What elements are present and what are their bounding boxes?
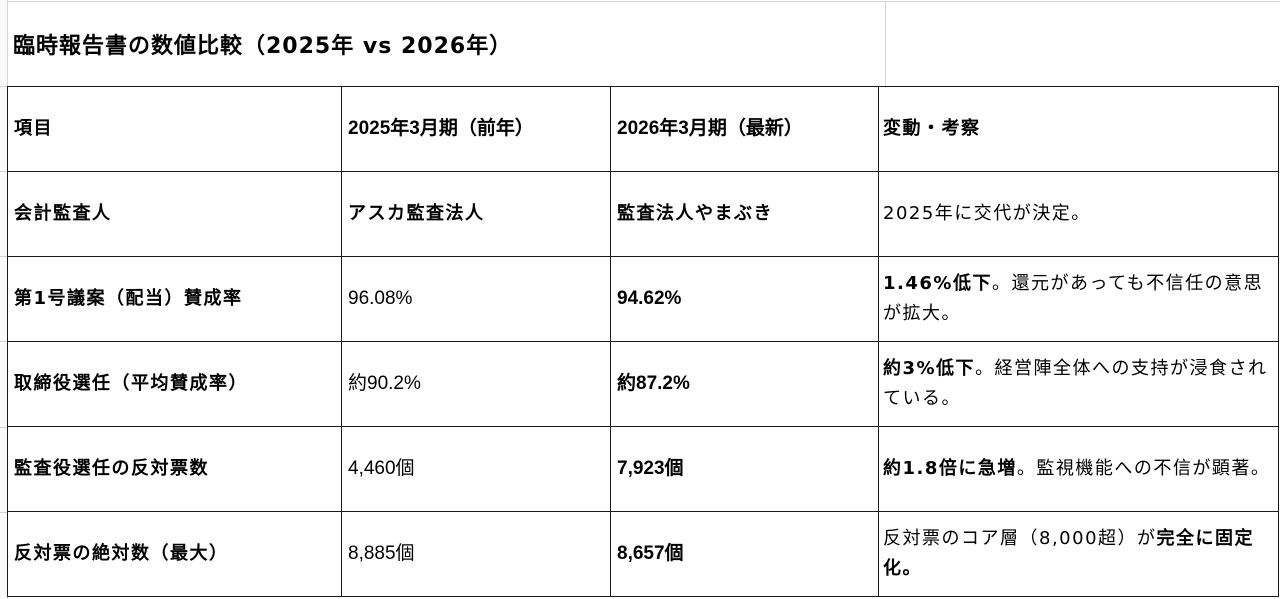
table-row: 第1号議案（配当）賛成率 96.08% 94.62% 1.46%低下。還元があっ…: [7, 256, 1279, 342]
header-label: 変動・考察: [883, 118, 981, 139]
note-text: 。経営陣全体への支持が浸食されている。: [883, 358, 1268, 409]
cell-item[interactable]: 第1号議案（配当）賛成率: [7, 256, 342, 342]
latest-value: 7,923個: [617, 458, 684, 479]
cell-latest[interactable]: 94.62%: [610, 256, 879, 342]
gutter-gridline: [0, 427, 7, 428]
gutter-gridline: [0, 86, 7, 87]
cell-note[interactable]: 約3%低下。経営陣全体への支持が浸食されている。: [878, 341, 1279, 427]
prev-value: アスカ監査法人: [348, 203, 485, 224]
cell-item[interactable]: 取締役選任（平均賛成率）: [7, 341, 342, 427]
cell-note[interactable]: 2025年に交代が決定。: [878, 171, 1279, 257]
table-row: 会計監査人 アスカ監査法人 監査法人やまぶき 2025年に交代が決定。: [7, 171, 1279, 257]
item-label: 第1号議案（配当）賛成率: [14, 288, 243, 309]
table-row: 取締役選任（平均賛成率） 約90.2% 約87.2% 約3%低下。経営陣全体への…: [7, 341, 1279, 427]
sheet-top-gridline: [7, 1, 1280, 2]
comparison-table: 項目 2025年3月期（前年） 2026年3月期（最新） 変動・考察 会計監査人…: [7, 86, 1279, 597]
note-text: 反対票のコア層（8,000超）が: [883, 528, 1157, 549]
cell-item[interactable]: 反対票の絶対数（最大）: [7, 511, 342, 597]
prev-value: 4,460個: [348, 458, 415, 479]
latest-value: 94.62%: [617, 288, 682, 309]
prev-value: 8,885個: [348, 543, 415, 564]
cell-latest[interactable]: 約87.2%: [610, 341, 879, 427]
prev-value: 約90.2%: [348, 373, 421, 394]
header-label: 項目: [14, 118, 53, 139]
table-row: 反対票の絶対数（最大） 8,885個 8,657個 反対票のコア層（8,000超…: [7, 511, 1279, 597]
cell-note[interactable]: 1.46%低下。還元があっても不信任の意思が拡大。: [878, 256, 1279, 342]
gutter-gridline: [0, 171, 7, 172]
cell-note[interactable]: 反対票のコア層（8,000超）が完全に固定化。: [878, 511, 1279, 597]
note-emphasis-tail: 完全に固定化。: [883, 528, 1255, 579]
gutter-gridline: [0, 512, 7, 513]
latest-value: 約87.2%: [617, 373, 690, 394]
item-label: 監査役選任の反対票数: [14, 458, 209, 479]
note-emphasis: 約1.8倍に急増: [883, 458, 1017, 479]
table-row: 監査役選任の反対票数 4,460個 7,923個 約1.8倍に急増。監視機能への…: [7, 426, 1279, 512]
sheet-gridline: [885, 2, 886, 88]
header-label: 2025年3月期（前年）: [348, 118, 534, 139]
cell-prev[interactable]: 96.08%: [341, 256, 611, 342]
header-cell-note[interactable]: 変動・考察: [878, 86, 1279, 172]
header-cell-latest[interactable]: 2026年3月期（最新）: [610, 86, 879, 172]
latest-value: 8,657個: [617, 543, 684, 564]
cell-prev[interactable]: 約90.2%: [341, 341, 611, 427]
note-emphasis: 約3%低下: [883, 358, 976, 379]
cell-prev[interactable]: アスカ監査法人: [341, 171, 611, 257]
header-cell-item[interactable]: 項目: [7, 86, 342, 172]
note-text: 。還元があっても不信任の意思が拡大。: [883, 273, 1264, 324]
cell-note[interactable]: 約1.8倍に急増。監視機能への不信が顕著。: [878, 426, 1279, 512]
cell-item[interactable]: 会計監査人: [7, 171, 342, 257]
item-label: 反対票の絶対数（最大）: [14, 543, 229, 564]
item-label: 会計監査人: [14, 203, 112, 224]
note-text: 2025年に交代が決定。: [883, 203, 1091, 224]
note-emphasis: 1.46%低下: [883, 273, 992, 294]
page-title: 臨時報告書の数値比較（2025年 vs 2026年）: [13, 34, 513, 59]
cell-prev[interactable]: 8,885個: [341, 511, 611, 597]
prev-value: 96.08%: [348, 288, 413, 309]
gutter-gridline: [0, 256, 7, 257]
cell-latest[interactable]: 監査法人やまぶき: [610, 171, 879, 257]
item-label: 取締役選任（平均賛成率）: [14, 373, 248, 394]
header-label: 2026年3月期（最新）: [617, 118, 803, 139]
note-text: 。監視機能への不信が顕著。: [1016, 458, 1271, 479]
cell-latest[interactable]: 8,657個: [610, 511, 879, 597]
gutter-gridline: [0, 341, 7, 342]
cell-item[interactable]: 監査役選任の反対票数: [7, 426, 342, 512]
cell-prev[interactable]: 4,460個: [341, 426, 611, 512]
latest-value: 監査法人やまぶき: [617, 203, 773, 224]
cell-latest[interactable]: 7,923個: [610, 426, 879, 512]
title-row: 臨時報告書の数値比較（2025年 vs 2026年）: [7, 2, 1278, 88]
table-header-row: 項目 2025年3月期（前年） 2026年3月期（最新） 変動・考察: [7, 86, 1279, 172]
header-cell-prev[interactable]: 2025年3月期（前年）: [341, 86, 611, 172]
